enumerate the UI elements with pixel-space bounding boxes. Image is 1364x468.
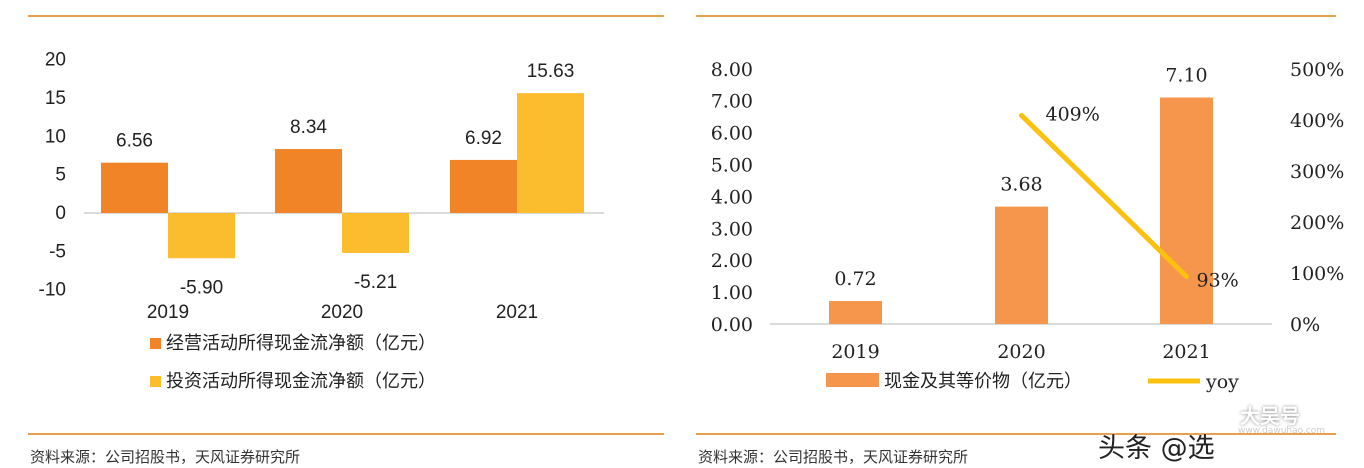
bar-cash-2019 [829,301,882,324]
x-tick-label: 2019 [831,341,879,363]
watermark-text: 头条 @选 [1098,433,1215,464]
data-label: 0.72 [834,268,876,290]
yoy-data-label: 409% [1046,103,1100,125]
x-tick-label: 2020 [997,341,1045,363]
x-tick-label: 2020 [321,302,363,323]
bar-operating-2020 [275,149,342,213]
y-right-tick-label: 100% [1290,263,1344,285]
bar-operating-2019 [101,162,168,213]
bar-investing-2021 [517,93,584,213]
y-tick-label: 10 [45,126,66,147]
bottom-rule-left [28,433,664,435]
top-rule-right [696,15,1336,17]
source-note-left: 资料来源：公司招股书，天风证券研究所 [30,448,301,466]
data-label: -5.90 [180,277,223,298]
y-left-tick-label: 2.00 [711,250,753,272]
bar-investing-2020 [342,213,409,253]
cashflow-bar-chart: 20 15 10 5 0 -5 -10 2019 6.56 -5.90 2020 8.34 -5.21 2… [39,50,604,392]
bar-operating-2021 [450,159,517,213]
legend-label: 经营活动所得现金流净额（亿元） [166,333,436,354]
x-tick-label: 2021 [496,302,538,323]
y-tick-label: -5 [49,241,66,262]
y-right-tick-label: 200% [1290,212,1344,234]
data-label: -5.21 [354,272,397,293]
data-label: 7.10 [1165,65,1207,87]
data-label: 3.68 [1000,174,1042,196]
legend-swatch [150,376,161,387]
y-left-tick-label: 5.00 [711,155,753,177]
y-right-tick-label: 500% [1290,59,1344,81]
data-label: 15.63 [527,61,575,82]
legend-label: 投资活动所得现金流净额（亿元） [166,371,436,392]
y-left-tick-label: 3.00 [711,218,753,240]
legend-label: yoy [1205,371,1239,393]
y-left-tick-label: 4.00 [711,186,753,208]
y-right-tick-label: 300% [1290,161,1344,183]
top-rule-left [28,15,664,17]
bar-cash-2020 [995,206,1048,324]
y-left-tick-label: 0.00 [711,314,753,336]
legend-swatch-cash [826,373,879,387]
yoy-data-label: 93% [1197,270,1239,292]
bar-investing-2019 [168,213,235,259]
x-tick-label: 2019 [147,302,189,323]
y-left-tick-label: 8.00 [711,59,753,81]
y-tick-label: 20 [45,50,66,71]
y-tick-label: 0 [55,203,66,224]
data-label: 6.92 [465,128,502,149]
y-tick-label: 15 [45,88,66,109]
source-note-right: 资料来源：公司招股书，天风证券研究所 [698,448,969,466]
watermark-url: www.dawuhao.com [1238,426,1326,436]
y-right-tick-label: 0% [1290,314,1320,336]
data-label: 8.34 [290,117,327,138]
legend-swatch [150,338,161,349]
y-tick-label: -10 [39,280,66,301]
y-right-tick-label: 400% [1290,110,1344,132]
y-left-tick-label: 6.00 [711,123,753,145]
y-left-tick-label: 1.00 [711,282,753,304]
legend-label: 现金及其等价物（亿元） [884,371,1082,392]
y-left-tick-label: 7.00 [711,91,753,113]
data-label: 6.56 [116,131,153,152]
cash-equivalents-chart: 8.00 7.00 6.00 5.00 4.00 3.00 2.00 1.00 0.00 500%… [711,59,1345,393]
watermark-site: 大吴号 [1240,404,1300,428]
yoy-line [1019,112,1189,280]
x-tick-label: 2021 [1162,341,1210,363]
bar-cash-2021 [1160,97,1213,324]
bottom-rule-right [696,433,1336,435]
y-tick-label: 5 [55,165,66,186]
